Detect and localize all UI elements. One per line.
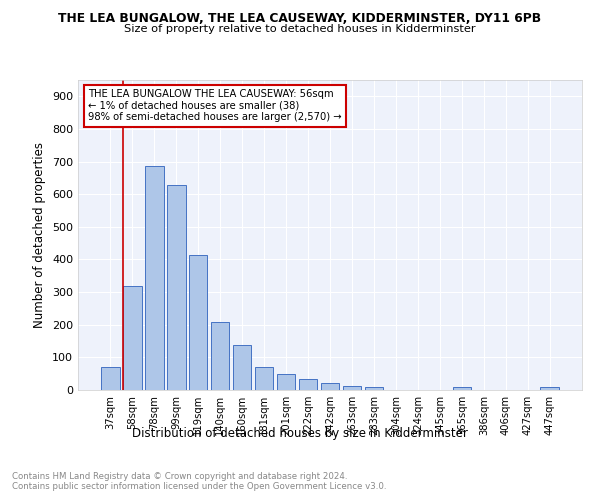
Bar <box>343 386 361 390</box>
Bar <box>365 388 383 390</box>
Bar <box>452 388 471 390</box>
Bar <box>101 367 119 390</box>
Bar <box>541 388 559 390</box>
Bar <box>233 345 251 390</box>
Bar <box>320 383 340 390</box>
Text: THE LEA BUNGALOW THE LEA CAUSEWAY: 56sqm
← 1% of detached houses are smaller (38: THE LEA BUNGALOW THE LEA CAUSEWAY: 56sqm… <box>88 90 342 122</box>
Y-axis label: Number of detached properties: Number of detached properties <box>34 142 46 328</box>
Bar <box>277 374 295 390</box>
Text: THE LEA BUNGALOW, THE LEA CAUSEWAY, KIDDERMINSTER, DY11 6PB: THE LEA BUNGALOW, THE LEA CAUSEWAY, KIDD… <box>58 12 542 26</box>
Text: Contains public sector information licensed under the Open Government Licence v3: Contains public sector information licen… <box>12 482 386 491</box>
Text: Distribution of detached houses by size in Kidderminster: Distribution of detached houses by size … <box>132 428 468 440</box>
Bar <box>299 379 317 390</box>
Bar <box>211 322 229 390</box>
Text: Size of property relative to detached houses in Kidderminster: Size of property relative to detached ho… <box>124 24 476 34</box>
Bar <box>145 166 164 390</box>
Bar <box>255 367 274 390</box>
Bar <box>123 286 142 390</box>
Bar <box>167 185 185 390</box>
Bar <box>189 255 208 390</box>
Text: Contains HM Land Registry data © Crown copyright and database right 2024.: Contains HM Land Registry data © Crown c… <box>12 472 347 481</box>
